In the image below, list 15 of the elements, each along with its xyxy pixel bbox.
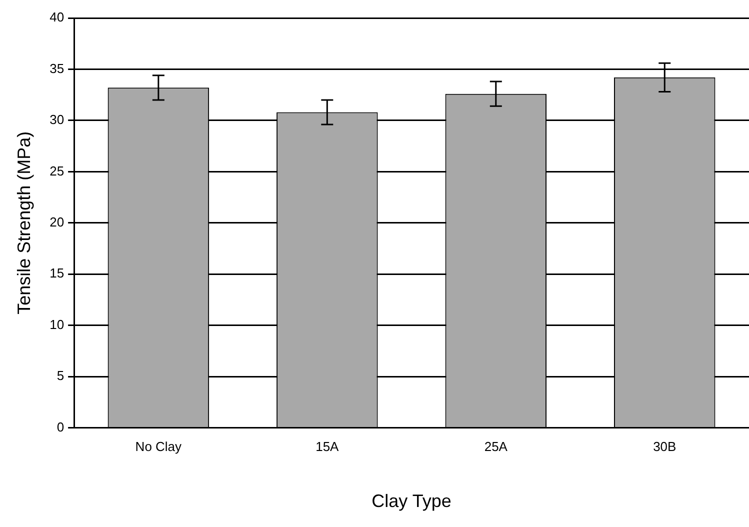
- x-tick-label: 25A: [484, 439, 508, 454]
- y-tick-label: 5: [56, 368, 64, 384]
- x-axis-title: Clay Type: [372, 491, 452, 512]
- y-tick-label: 20: [50, 214, 64, 230]
- y-tick-label: 40: [50, 10, 64, 25]
- y-axis-title: Tensile Strength (MPa): [14, 131, 34, 314]
- x-tick-label: No Clay: [135, 439, 182, 454]
- y-tick-label: 15: [50, 266, 64, 281]
- x-tick-label: 30B: [653, 439, 676, 454]
- y-tick-label: 25: [50, 163, 64, 178]
- y-tick-label: 35: [50, 60, 64, 76]
- x-tick-label: 15A: [316, 439, 340, 454]
- y-tick-label: 30: [50, 112, 64, 128]
- y-tick-label: 0: [56, 419, 64, 434]
- y-tick-label: 10: [50, 316, 64, 332]
